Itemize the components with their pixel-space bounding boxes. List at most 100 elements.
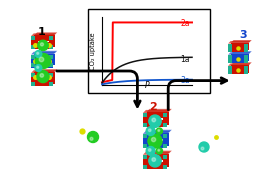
Polygon shape — [231, 57, 249, 61]
Polygon shape — [147, 154, 169, 159]
Text: P: P — [145, 81, 149, 90]
Polygon shape — [143, 118, 147, 122]
Circle shape — [148, 134, 162, 148]
Polygon shape — [143, 155, 167, 160]
Polygon shape — [228, 43, 248, 48]
Polygon shape — [34, 35, 54, 40]
Polygon shape — [231, 46, 234, 47]
Polygon shape — [246, 57, 249, 58]
Circle shape — [35, 51, 42, 57]
Polygon shape — [163, 118, 167, 122]
Polygon shape — [165, 117, 169, 120]
Polygon shape — [147, 159, 150, 162]
Polygon shape — [147, 109, 172, 112]
Polygon shape — [143, 139, 147, 143]
Polygon shape — [143, 134, 167, 139]
Circle shape — [149, 155, 161, 167]
Text: 2: 2 — [149, 102, 157, 112]
Polygon shape — [246, 68, 249, 69]
Polygon shape — [34, 72, 54, 77]
Polygon shape — [231, 65, 249, 69]
Circle shape — [37, 52, 39, 54]
Polygon shape — [147, 151, 172, 154]
Polygon shape — [143, 160, 147, 164]
Polygon shape — [34, 77, 38, 79]
Polygon shape — [49, 59, 53, 63]
Circle shape — [156, 148, 162, 154]
Polygon shape — [231, 51, 252, 54]
Polygon shape — [231, 43, 249, 47]
Polygon shape — [143, 152, 170, 155]
Circle shape — [40, 74, 44, 77]
Polygon shape — [165, 138, 169, 141]
Circle shape — [35, 53, 51, 69]
Polygon shape — [228, 55, 248, 59]
Polygon shape — [231, 62, 252, 65]
Polygon shape — [143, 143, 167, 148]
Polygon shape — [31, 59, 34, 63]
Polygon shape — [31, 33, 56, 36]
Polygon shape — [31, 77, 34, 81]
Polygon shape — [231, 68, 249, 73]
Polygon shape — [231, 57, 234, 58]
Polygon shape — [34, 79, 54, 84]
Circle shape — [156, 128, 162, 134]
Polygon shape — [34, 58, 38, 61]
Polygon shape — [143, 113, 167, 118]
Circle shape — [37, 66, 39, 68]
Polygon shape — [228, 63, 250, 66]
Circle shape — [35, 65, 42, 71]
Circle shape — [40, 43, 44, 46]
Polygon shape — [34, 61, 54, 65]
Circle shape — [148, 129, 151, 132]
Polygon shape — [34, 40, 38, 42]
Polygon shape — [147, 130, 172, 133]
Text: 1: 1 — [38, 27, 46, 37]
Circle shape — [39, 57, 44, 62]
Text: 2a: 2a — [180, 19, 190, 28]
Polygon shape — [51, 77, 54, 79]
Polygon shape — [231, 68, 234, 69]
Polygon shape — [228, 48, 248, 52]
Polygon shape — [31, 44, 53, 49]
Circle shape — [88, 132, 98, 143]
Circle shape — [152, 137, 156, 142]
Polygon shape — [246, 46, 249, 47]
Circle shape — [38, 40, 48, 51]
Polygon shape — [31, 81, 53, 86]
Polygon shape — [31, 54, 53, 59]
Polygon shape — [163, 139, 167, 143]
Circle shape — [152, 118, 156, 122]
Polygon shape — [228, 66, 248, 70]
Polygon shape — [31, 52, 56, 54]
Circle shape — [90, 137, 93, 140]
Polygon shape — [31, 73, 53, 77]
Circle shape — [158, 130, 160, 131]
Polygon shape — [147, 162, 169, 167]
Polygon shape — [49, 77, 53, 81]
Text: CO₂ uptake: CO₂ uptake — [90, 32, 96, 70]
Polygon shape — [147, 141, 169, 146]
Polygon shape — [31, 41, 34, 44]
Polygon shape — [231, 54, 249, 58]
Circle shape — [201, 147, 204, 150]
Polygon shape — [34, 53, 54, 58]
Text: 1a: 1a — [180, 55, 190, 64]
Polygon shape — [147, 117, 150, 120]
Polygon shape — [143, 110, 170, 113]
Text: 3a: 3a — [180, 76, 190, 85]
Polygon shape — [165, 159, 169, 162]
Polygon shape — [31, 36, 53, 41]
Polygon shape — [228, 59, 248, 63]
Polygon shape — [34, 69, 57, 72]
Polygon shape — [143, 131, 170, 134]
Polygon shape — [228, 70, 248, 74]
Polygon shape — [51, 40, 54, 42]
Circle shape — [152, 158, 156, 161]
Polygon shape — [51, 58, 54, 61]
Circle shape — [158, 149, 160, 151]
Polygon shape — [228, 41, 250, 43]
Circle shape — [146, 127, 155, 136]
Polygon shape — [143, 122, 167, 127]
Polygon shape — [31, 63, 53, 67]
